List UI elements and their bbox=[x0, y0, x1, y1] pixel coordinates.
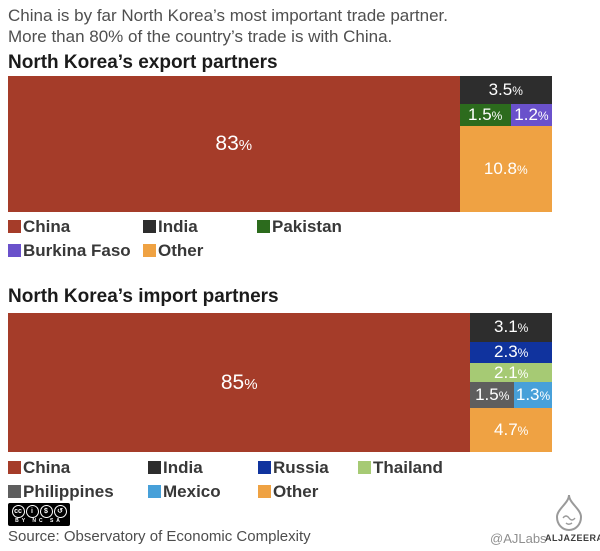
treemap-row: 3.1% bbox=[470, 313, 552, 342]
treemap-block-pakistan: 1.5% bbox=[459, 104, 511, 126]
treemap-block-russia: 2.3% bbox=[470, 341, 552, 364]
legend-label: China bbox=[23, 216, 71, 236]
import-chart-title: North Korea’s import partners bbox=[8, 286, 279, 307]
legend-label: China bbox=[23, 457, 71, 477]
treemap-block-china: 83% bbox=[8, 76, 460, 212]
legend-swatch-icon bbox=[8, 244, 21, 257]
segment-value-label: 2.3% bbox=[494, 342, 529, 362]
legend-item-other: Other bbox=[258, 481, 358, 502]
treemap-row: 4.7% bbox=[470, 408, 552, 452]
ajlabs-credit: @AJLabs bbox=[490, 531, 547, 546]
segment-value-label: 4.7% bbox=[494, 420, 529, 440]
legend-label: Other bbox=[273, 481, 319, 501]
legend-item-india: India bbox=[143, 216, 257, 237]
treemap-block-india: 3.1% bbox=[470, 313, 552, 342]
legend-label: Mexico bbox=[163, 481, 221, 501]
treemap-block-burkina-faso: 1.2% bbox=[510, 104, 552, 126]
legend-swatch-icon bbox=[258, 461, 271, 474]
legend-item-other: Other bbox=[143, 240, 257, 261]
aljazeera-logo-icon bbox=[555, 494, 583, 532]
segment-value-label: 3.1% bbox=[494, 317, 529, 337]
treemap-row: 10.8% bbox=[459, 125, 552, 212]
treemap-block-china: 85% bbox=[8, 313, 471, 452]
import-treemap: 85% 3.1% 2.3% 2.1% 1.5% 1.3% 4.7% bbox=[8, 313, 552, 452]
legend-swatch-icon bbox=[358, 461, 371, 474]
cc-license-badge: cc i $ ↺ BY NC SA bbox=[8, 503, 70, 526]
legend-label: India bbox=[158, 216, 198, 236]
legend-swatch-icon bbox=[8, 461, 21, 474]
legend-item-pakistan: Pakistan bbox=[257, 216, 342, 237]
cc-by-icon: i bbox=[25, 505, 39, 518]
legend-swatch-icon bbox=[8, 220, 21, 233]
intro-line-1: China is by far North Korea’s most impor… bbox=[8, 6, 448, 25]
legend-label: Burkina Faso bbox=[23, 240, 131, 260]
legend-item-china: China bbox=[8, 457, 148, 478]
legend-swatch-icon bbox=[148, 485, 161, 498]
legend-item-philippines: Philippines bbox=[8, 481, 148, 502]
segment-value-label: 3.5% bbox=[488, 80, 523, 99]
treemap-row: 1.5% 1.2% bbox=[459, 104, 552, 126]
segment-value-label: 1.2% bbox=[514, 104, 549, 124]
treemap-minor-column: 3.1% 2.3% 2.1% 1.5% 1.3% 4.7% bbox=[470, 313, 552, 452]
segment-value-label: 1.5% bbox=[468, 104, 503, 124]
legend-swatch-icon bbox=[143, 244, 156, 257]
treemap-minor-column: 3.5% 1.5% 1.2% 10.8% bbox=[459, 76, 552, 212]
import-legend: China India Russia Thailand Philippines Mexic… bbox=[8, 457, 443, 502]
segment-value-label: 85% bbox=[220, 370, 258, 394]
legend-label: Pakistan bbox=[272, 216, 342, 236]
segment-value-label: 1.5% bbox=[475, 385, 510, 405]
legend-swatch-icon bbox=[258, 485, 271, 498]
cc-cc-icon: cc bbox=[11, 505, 25, 518]
export-chart-title: North Korea’s export partners bbox=[8, 52, 278, 73]
treemap-row: 2.3% bbox=[470, 341, 552, 364]
legend-item-thailand: Thailand bbox=[358, 457, 443, 478]
source-text: Source: Observatory of Economic Complexi… bbox=[8, 528, 311, 545]
legend-swatch-icon bbox=[257, 220, 270, 233]
treemap-row: 1.5% 1.3% bbox=[470, 382, 552, 409]
treemap-block-mexico: 1.3% bbox=[514, 382, 552, 409]
export-treemap: 83% 3.5% 1.5% 1.2% 10.8% bbox=[8, 76, 552, 212]
treemap-block-other: 10.8% bbox=[459, 125, 552, 212]
legend-label: Philippines bbox=[23, 481, 114, 501]
legend-swatch-icon bbox=[8, 485, 21, 498]
treemap-block-india: 3.5% bbox=[459, 76, 552, 104]
cc-sa-icon: ↺ bbox=[53, 505, 67, 518]
cc-license-caption: BY NC SA bbox=[15, 518, 63, 524]
segment-value-label: 2.1% bbox=[494, 362, 529, 382]
cc-nc-icon: $ bbox=[39, 505, 53, 518]
legend-label: Thailand bbox=[373, 457, 443, 477]
segment-value-label: 10.8% bbox=[483, 158, 528, 178]
segment-value-label: 83% bbox=[215, 132, 253, 155]
cc-license-icons: cc i $ ↺ bbox=[11, 505, 67, 518]
treemap-block-thailand: 2.1% bbox=[470, 362, 552, 383]
legend-swatch-icon bbox=[143, 220, 156, 233]
intro-text: China is by far North Korea’s most impor… bbox=[8, 5, 594, 47]
treemap-row: 3.5% bbox=[459, 76, 552, 104]
legend-label: India bbox=[163, 457, 203, 477]
legend-swatch-icon bbox=[148, 461, 161, 474]
treemap-block-other: 4.7% bbox=[470, 408, 552, 452]
legend-item-mexico: Mexico bbox=[148, 481, 258, 502]
legend-item-india: India bbox=[148, 457, 258, 478]
intro-line-2: More than 80% of the country’s trade is … bbox=[8, 27, 393, 47]
legend-item-burkina-faso: Burkina Faso bbox=[8, 240, 143, 261]
segment-value-label: 1.3% bbox=[515, 385, 551, 405]
legend-label: Russia bbox=[273, 457, 329, 477]
treemap-row: 2.1% bbox=[470, 362, 552, 383]
legend-label: Other bbox=[158, 240, 204, 260]
treemap-block-philippines: 1.5% bbox=[470, 382, 515, 409]
export-legend: China India Pakistan Burkina Faso Other bbox=[8, 216, 342, 261]
legend-item-russia: Russia bbox=[258, 457, 358, 478]
aljazeera-wordmark: ALJAZEERA bbox=[545, 533, 600, 543]
legend-item-china: China bbox=[8, 216, 143, 237]
